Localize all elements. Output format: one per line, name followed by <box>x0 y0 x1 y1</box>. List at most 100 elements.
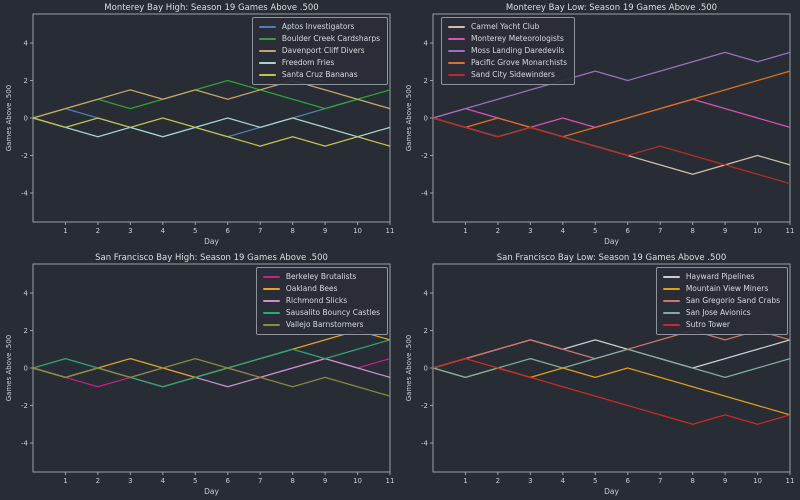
legend-label: Moss Landing Daredevils <box>471 46 565 55</box>
legend-swatch-icon <box>448 74 465 76</box>
chart-title: San Francisco Bay High: Season 19 Games … <box>95 253 328 263</box>
x-tick-label: 10 <box>753 477 762 485</box>
legend-swatch-icon <box>262 324 280 326</box>
x-tick-label: 3 <box>128 227 132 235</box>
legend-swatch-icon <box>258 50 276 52</box>
legend-item: Sutro Tower <box>662 319 780 331</box>
legend-label: Vallejo Barnstormers <box>285 320 364 329</box>
x-axis-label: Day <box>204 487 219 496</box>
x-tick-label: 3 <box>528 227 532 235</box>
x-tick-label: 5 <box>193 227 197 235</box>
x-tick-label: 3 <box>128 477 132 485</box>
chart-title: San Francisco Bay Low: Season 19 Games A… <box>496 253 727 263</box>
series-line-oakland-bees <box>32 329 391 378</box>
x-tick-label: 1 <box>463 477 467 485</box>
legend-label: Sutro Tower <box>685 320 730 329</box>
legend-item: Monterey Meteorologists <box>448 33 567 45</box>
y-axis-label: Games Above .500 <box>5 334 13 402</box>
series-line-carmel-yacht-club <box>432 117 791 175</box>
x-tick-label: 10 <box>353 227 362 235</box>
legend-swatch-icon <box>258 26 276 28</box>
legend-item: San Jose Avionics <box>662 307 780 319</box>
series-line-moss-landing-daredevils <box>432 51 791 119</box>
x-tick-label: 2 <box>96 477 100 485</box>
x-tick-label: 6 <box>625 477 630 485</box>
series-line-sutro-tower <box>432 358 791 425</box>
x-tick-label: 7 <box>658 477 662 485</box>
legend-label: Santa Cruz Bananas <box>281 70 358 79</box>
x-tick-label: 5 <box>593 227 597 235</box>
series-line-davenport-cliff-divers <box>32 79 391 119</box>
y-tick-label: 4 <box>424 290 429 298</box>
legend-item: Freedom Fries <box>258 57 380 69</box>
legend-swatch-icon <box>262 300 280 302</box>
legend-swatch-icon <box>258 74 276 76</box>
x-axis-label: Day <box>604 487 619 496</box>
y-tick-label: 0 <box>24 115 28 123</box>
x-tick-label: 11 <box>386 477 395 485</box>
series-line-san-gregorio-sand-crabs <box>432 329 791 369</box>
x-tick-label: 9 <box>723 227 727 235</box>
legend-label: Sand City Sidewinders <box>471 70 555 79</box>
legend-swatch-icon <box>448 26 465 28</box>
x-tick-label: 11 <box>786 227 795 235</box>
legend: Aptos Investigators Boulder Creek Cardsha… <box>251 17 388 85</box>
legend-label: Berkeley Brutalists <box>285 272 357 281</box>
x-tick-label: 6 <box>625 227 630 235</box>
x-tick-label: 8 <box>690 477 694 485</box>
y-tick-label: -2 <box>21 402 28 410</box>
x-tick-label: 4 <box>161 227 166 235</box>
x-tick-label: 4 <box>561 227 566 235</box>
legend-label: Oakland Bees <box>285 284 338 293</box>
x-tick-label: 9 <box>723 477 727 485</box>
y-tick-label: 2 <box>24 77 28 85</box>
legend-item: Davenport Cliff Divers <box>258 45 380 57</box>
x-tick-label: 7 <box>258 477 262 485</box>
legend-item: Boulder Creek Cardsharps <box>258 33 380 45</box>
series-line-sand-city-sidewinders <box>432 117 791 185</box>
legend-item: Santa Cruz Bananas <box>258 69 380 81</box>
x-tick-label: 6 <box>225 477 230 485</box>
x-tick-label: 1 <box>63 477 67 485</box>
series-line-pacific-grove-monarchists <box>432 70 791 138</box>
y-axis-label: Games Above .500 <box>405 334 413 402</box>
legend-item: Hayward Pipelines <box>662 271 780 283</box>
y-tick-label: -4 <box>21 190 29 198</box>
legend-item: Carmel Yacht Club <box>448 21 567 33</box>
y-tick-label: -2 <box>421 402 428 410</box>
legend-label: Davenport Cliff Divers <box>281 46 365 55</box>
x-tick-label: 10 <box>753 227 762 235</box>
legend-swatch-icon <box>262 276 280 278</box>
legend-swatch-icon <box>448 38 465 40</box>
chart-panel-monterey-bay-low: 1 2 3 4 5 6 7 8 9 10 11 -4 -2 0 2 4 Monterey Bay Low: S… <box>400 0 800 250</box>
y-axis-label: Games Above .500 <box>5 84 13 152</box>
legend-label: Carmel Yacht Club <box>471 22 540 31</box>
x-tick-label: 5 <box>193 477 197 485</box>
plot-area: 1 2 3 4 5 6 7 8 9 10 11 -4 -2 0 2 4 <box>421 13 795 235</box>
legend: Carmel Yacht Club Monterey Meteorologists… <box>441 17 576 85</box>
plot-area: 1 2 3 4 5 6 7 8 9 10 11 -4 -2 0 2 4 <box>21 13 394 235</box>
x-tick-label: 7 <box>258 227 262 235</box>
series-line-vallejo-barnstormers <box>32 358 391 397</box>
legend-item: Mountain View Miners <box>662 283 780 295</box>
legend-label: Richmond Slicks <box>285 296 348 305</box>
legend-swatch-icon <box>262 288 280 290</box>
y-tick-label: -4 <box>421 190 429 198</box>
legend-label: San Jose Avionics <box>685 308 751 317</box>
chart-title: Monterey Bay Low: Season 19 Games Above … <box>505 3 718 13</box>
legend: Berkeley Brutalists Oakland Bees Richmond … <box>255 267 388 335</box>
legend-swatch-icon <box>662 324 680 326</box>
chart-panel-san-francisco-bay-low: 1 2 3 4 5 6 7 8 9 10 11 -4 -2 0 2 4 San Francisco Bay L… <box>400 250 800 500</box>
legend-swatch-icon <box>662 300 680 302</box>
y-tick-label: 2 <box>424 327 428 335</box>
series-line-sausalito-bouncy-castles <box>32 339 391 388</box>
y-tick-label: 4 <box>24 290 29 298</box>
legend-item: Sand City Sidewinders <box>448 69 567 81</box>
legend-swatch-icon <box>262 312 280 314</box>
chart-panel-monterey-bay-high: 1 2 3 4 5 6 7 8 9 10 11 -4 -2 0 2 4 Monterey Bay High: … <box>0 0 400 250</box>
x-tick-label: 2 <box>496 227 500 235</box>
legend-label: San Gregorio Sand Crabs <box>685 296 780 305</box>
legend-item: Vallejo Barnstormers <box>262 319 380 331</box>
legend-label: Mountain View Miners <box>685 284 769 293</box>
legend-swatch-icon <box>448 50 465 52</box>
